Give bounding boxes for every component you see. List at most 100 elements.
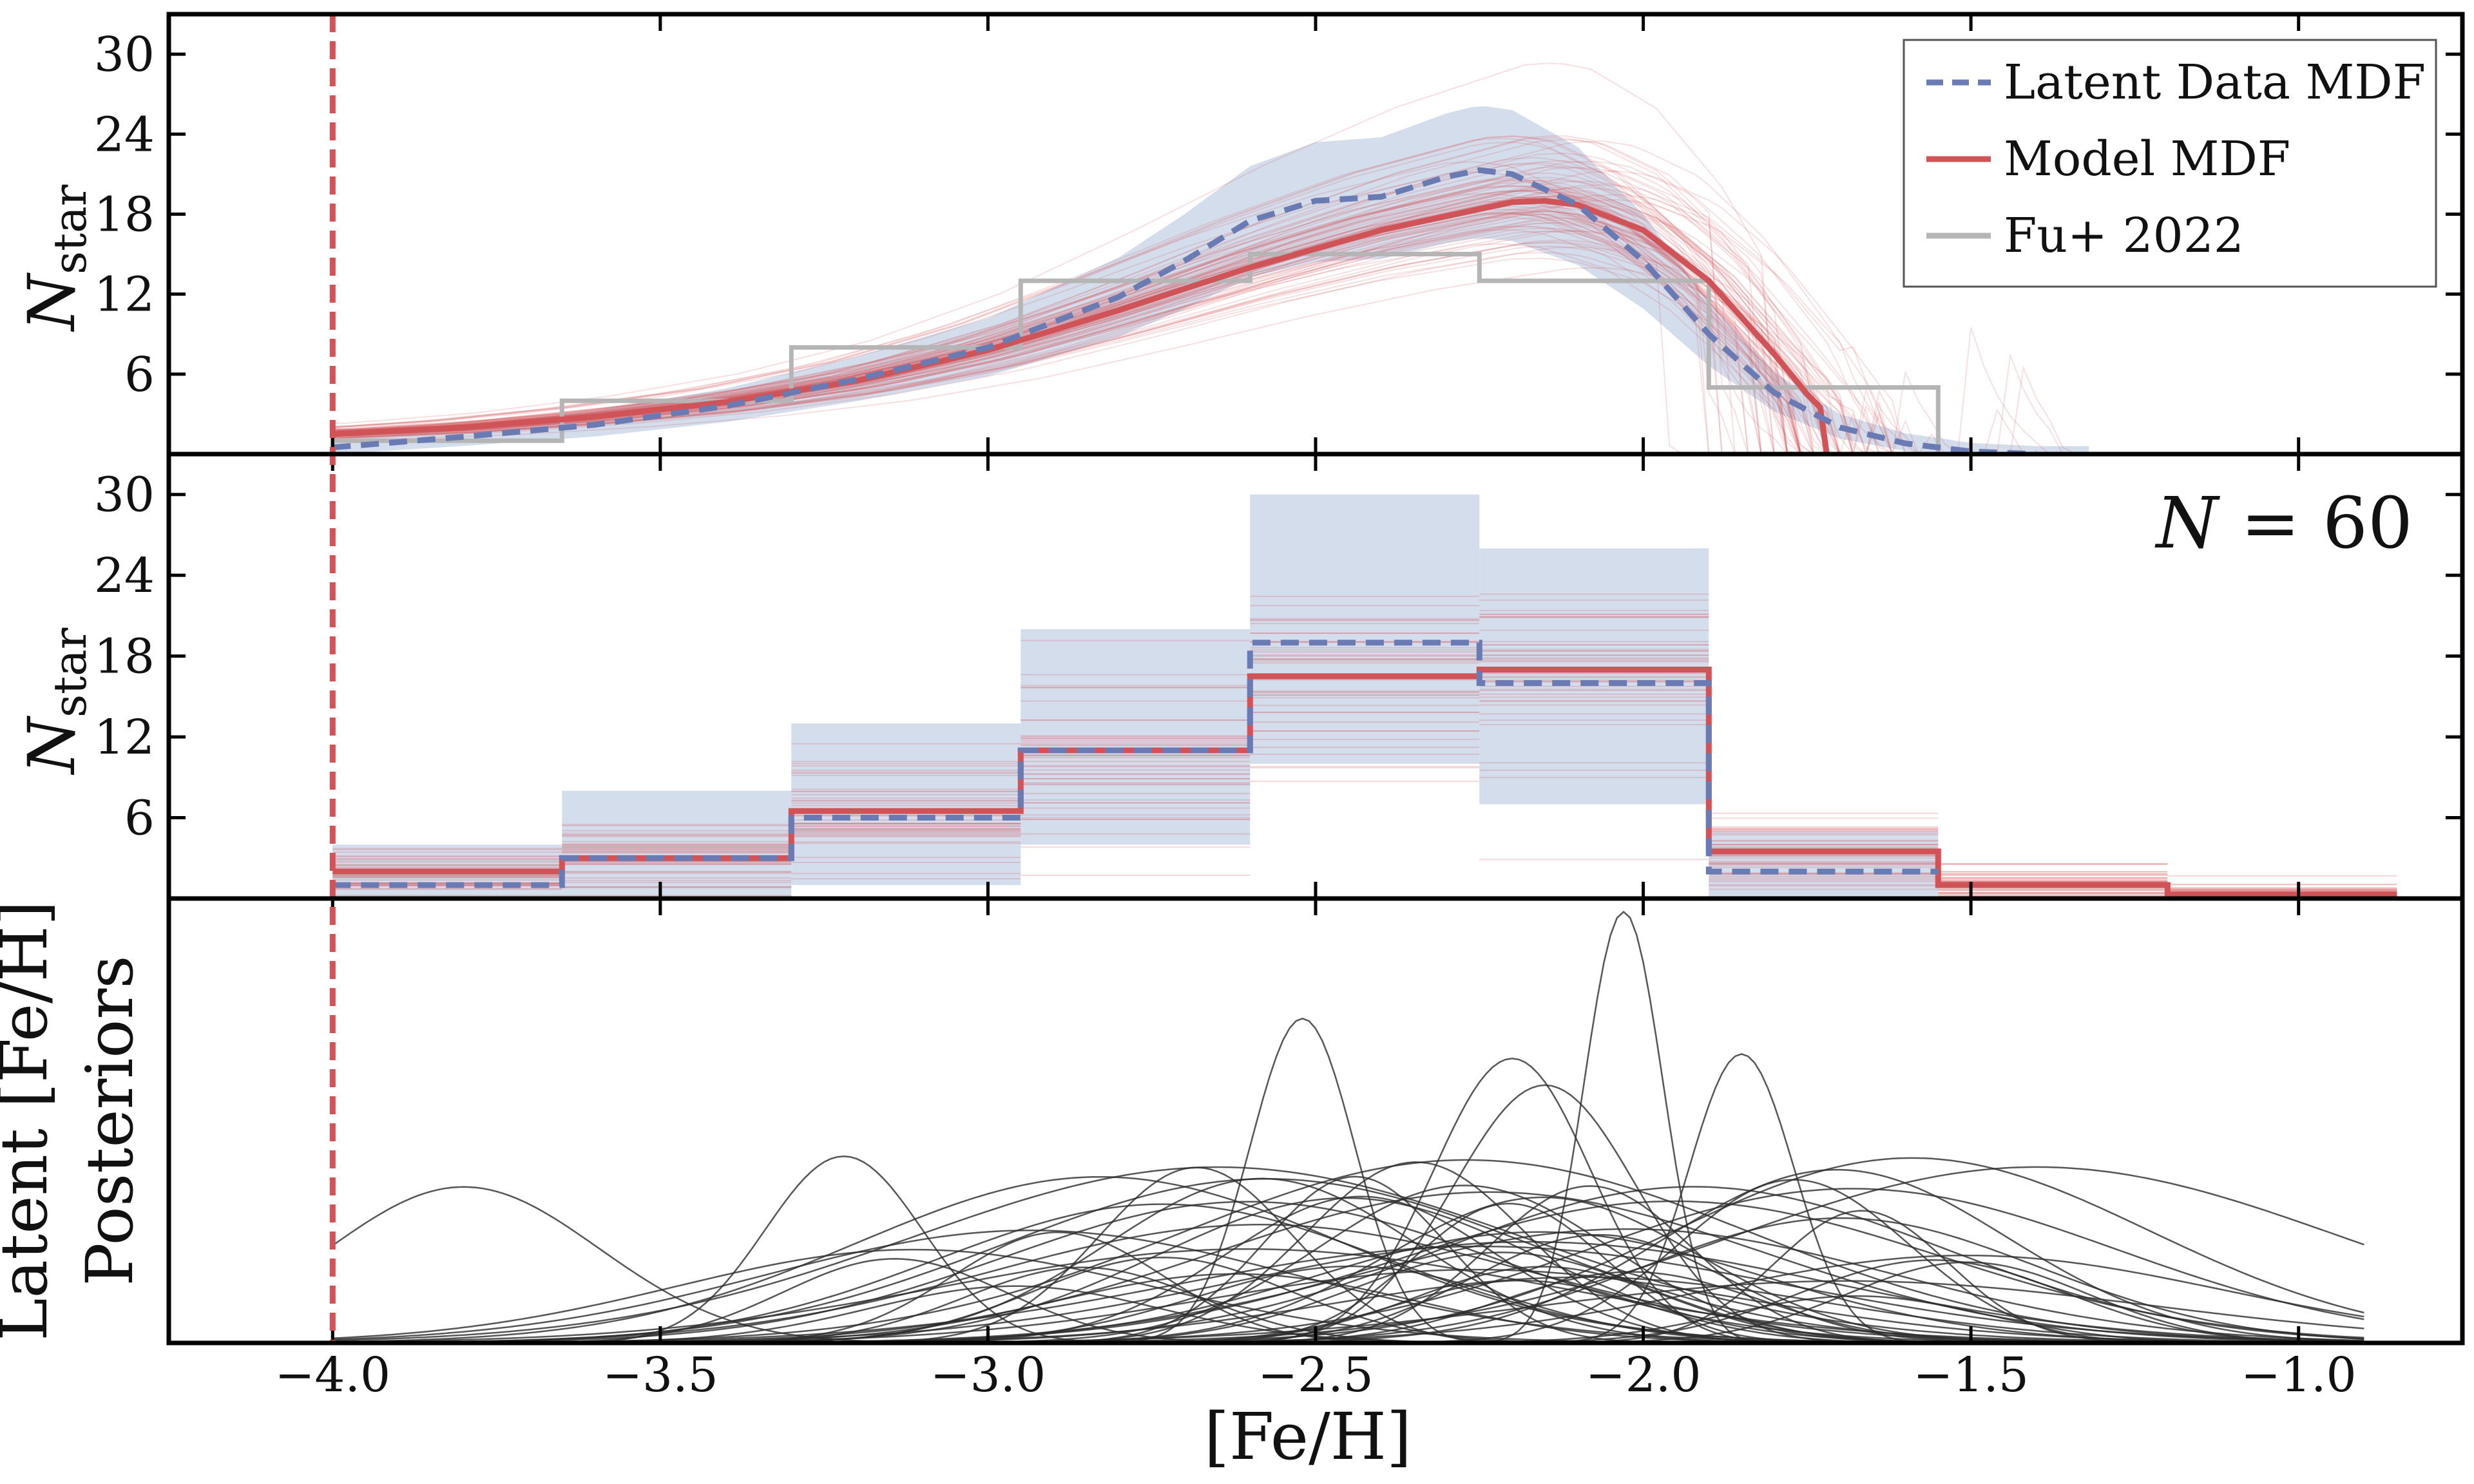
posterior-curve [332,1155,2364,1343]
x-tick-labels: −4.0 −3.5 −3.0 −2.5 −2.0 −1.5 −1.0 [274,1347,2356,1403]
model-mdf-line [332,198,1830,454]
x-tick-label: −2.5 [1258,1347,1374,1403]
model-sample-curve [332,138,2259,454]
latent-bin-band [1709,831,1939,899]
posterior-ylabel-line2: Posteriors [72,955,148,1286]
x-tick-label: −3.0 [930,1347,1046,1403]
model-sample-curve [332,180,2259,454]
latent-bin-band [791,723,1021,886]
model-sample-curve [332,189,2259,454]
latent-binned-line [332,640,1939,888]
mdf-panel: 6 12 18 24 30 Nstar Latent Data MDF Model MD… [14,27,2462,454]
model-sample-curve [332,135,2259,454]
posterior-curve [332,1168,2364,1343]
posterior-curve [332,1017,2364,1343]
posterior-curve [332,1248,2364,1343]
x-tick-label: −1.5 [1913,1347,2029,1403]
y-tick-label: 24 [94,107,155,162]
model-sample-curve [332,160,2259,454]
model-sample-curve [332,139,2259,454]
posterior-curve [332,1258,2364,1343]
posterior-curve [332,1203,2364,1343]
model-sample-curve [332,141,2259,454]
binned-lines [332,640,2397,898]
legend-frame [1903,39,2437,288]
top-ylabel: Nstar [14,184,97,332]
model-sample-curve [332,161,2259,454]
model-sample-curve [332,172,2259,454]
y-tick-label: 30 [94,27,155,82]
y-tick-label: 6 [124,347,155,403]
mdf-lines [330,167,2037,454]
model-sample-curve [332,213,2259,454]
model-sample-curve [332,246,2259,454]
latent-bands [332,494,1939,899]
model-sample-curve [332,267,2259,454]
y-tick-label: 6 [124,791,155,846]
latent-bin-band [1250,494,1480,764]
model-sample-curve [332,176,2259,454]
model-binned-line [332,667,2397,898]
model-sample-curve [332,166,2259,454]
legend-latent-label: Latent Data MDF [2004,55,2426,110]
model-sample-curve [332,171,2259,454]
posterior-panel: Latent [Fe/H] Posteriors [0,900,2364,1343]
latent-bin-band [1021,629,1251,845]
posterior-curve [332,1161,2364,1343]
x-axis-label: [Fe/H] [1204,1399,1412,1474]
model-sample-curve [332,152,2259,454]
legend-model-label: Model MDF [2004,131,2290,187]
posterior-ylabel-line1: Latent [Fe/H] [0,900,62,1341]
legend-fu-label: Fu+ 2022 [2004,208,2244,263]
posterior-curve [332,1217,2364,1343]
model-sample-curve [332,230,2259,454]
y-tick-label: 24 [94,548,155,604]
y-tick-label: 18 [94,187,155,242]
posterior-curve [332,1195,2364,1343]
model-sample-curve [332,189,2259,454]
model-sample-curve [332,62,2259,454]
model-sample-curve [332,162,2259,454]
model-sample-curve [332,186,2259,454]
posterior-curve [332,1084,2364,1343]
middle-ylabel: Nstar [14,627,97,775]
posterior-curve [332,1186,2364,1343]
posterior-curve [332,1245,2364,1343]
model-sample-curve [332,257,2259,454]
x-tick-label: −1.0 [2241,1347,2357,1403]
y-tick-label: 30 [94,468,155,523]
posterior-curve [332,1166,2364,1343]
posterior-curve [332,1166,2364,1343]
y-tick-label: 18 [94,629,155,685]
y-tick-label: 12 [94,710,155,765]
latent-bin-band [562,790,792,899]
top-y-ticks: 6 12 18 24 30 [94,27,2462,403]
posterior-curve [332,1188,2364,1343]
legend: Latent Data MDF Model MDF Fu+ 2022 [1903,39,2437,288]
latent-mdf-line [332,167,2037,454]
posterior-curve [332,1261,2364,1343]
posterior-curve [332,1185,2364,1343]
model-sample-curve [332,186,2259,454]
model-sample-curve [332,252,2259,454]
middle-y-ticks: 6 12 18 24 30 [94,468,2462,846]
binned-mdf-panel: 6 12 18 24 30 Nstar N = 60 [14,468,2462,899]
bottom-panel-frame [166,896,2465,1346]
posterior-curve [332,1265,2364,1343]
model-sample-curve [332,135,2259,454]
sample-size-annotation: N = 60 [2154,482,2413,564]
model-sample-curve [332,190,2259,454]
latent-bin-band [1479,548,1709,804]
posterior-curve [332,1248,2364,1343]
posterior-curve [332,1279,2364,1343]
model-sample-curve [332,182,2259,454]
posterior-curve [332,1175,2364,1343]
posterior-curve [332,1058,2364,1343]
posterior-curve [332,1157,2364,1343]
model-sample-curve [332,200,2259,454]
x-tick-label: −3.5 [602,1347,718,1403]
x-tick-label: −4.0 [274,1347,390,1403]
x-tick-label: −2.0 [1586,1347,1702,1403]
model-sample-curve [332,184,2259,454]
